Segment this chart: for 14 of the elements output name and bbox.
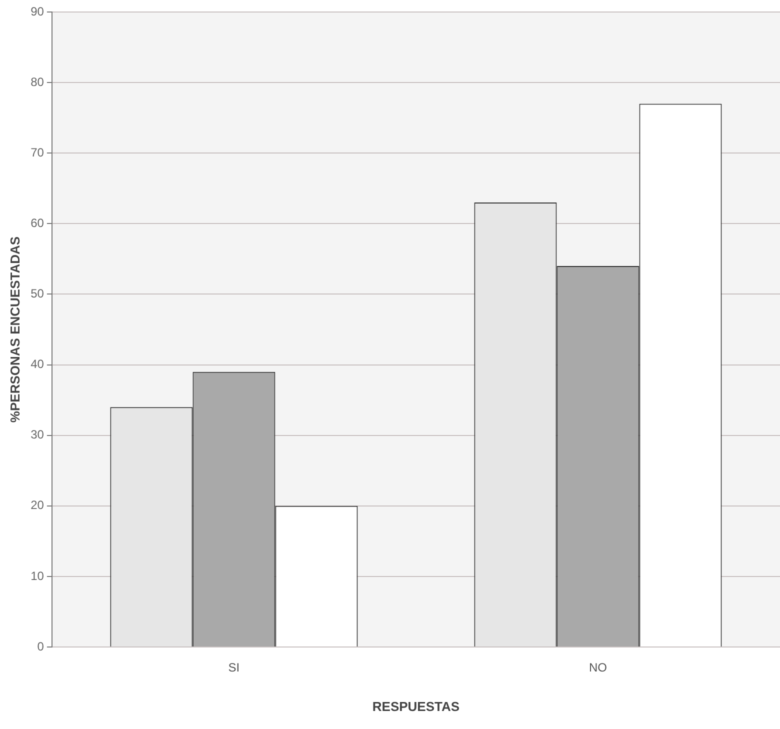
y-tick-label: 70: [30, 145, 44, 160]
x-axis-title: RESPUESTAS: [372, 698, 460, 714]
x-tick-label: SI: [228, 660, 240, 675]
y-tick-label: 60: [30, 216, 44, 230]
y-tick-label: 50: [30, 286, 44, 301]
y-tick-label: 40: [30, 357, 44, 372]
y-tick-label: 80: [30, 74, 44, 89]
y-tick-label: 20: [30, 498, 44, 512]
y-axis-title: %PERSONAS ENCUESTADAS: [7, 236, 22, 423]
y-tick-label: 30: [30, 428, 44, 442]
y-tick-label: 0: [37, 639, 44, 654]
y-tick-label: 10: [30, 568, 44, 583]
x-tick-label: NO: [588, 660, 607, 675]
y-tick-label: 90: [30, 4, 44, 18]
